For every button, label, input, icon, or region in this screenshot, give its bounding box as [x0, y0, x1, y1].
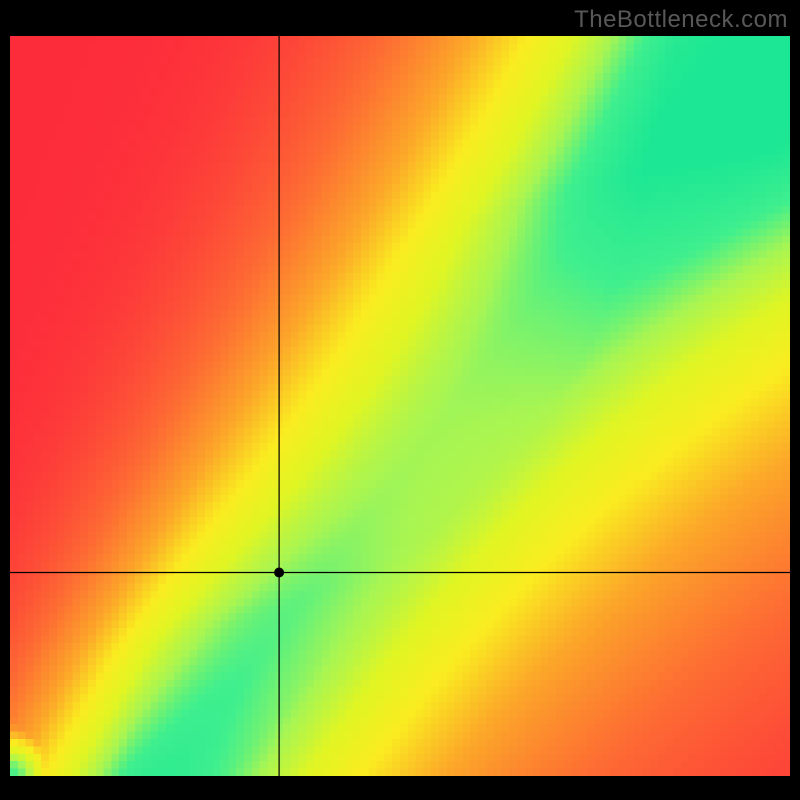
watermark-text: TheBottleneck.com: [574, 6, 788, 34]
plot-area: [10, 36, 790, 776]
chart-container: TheBottleneck.com: [0, 0, 800, 800]
crosshair-overlay: [10, 36, 790, 776]
marker-dot: [274, 568, 284, 578]
